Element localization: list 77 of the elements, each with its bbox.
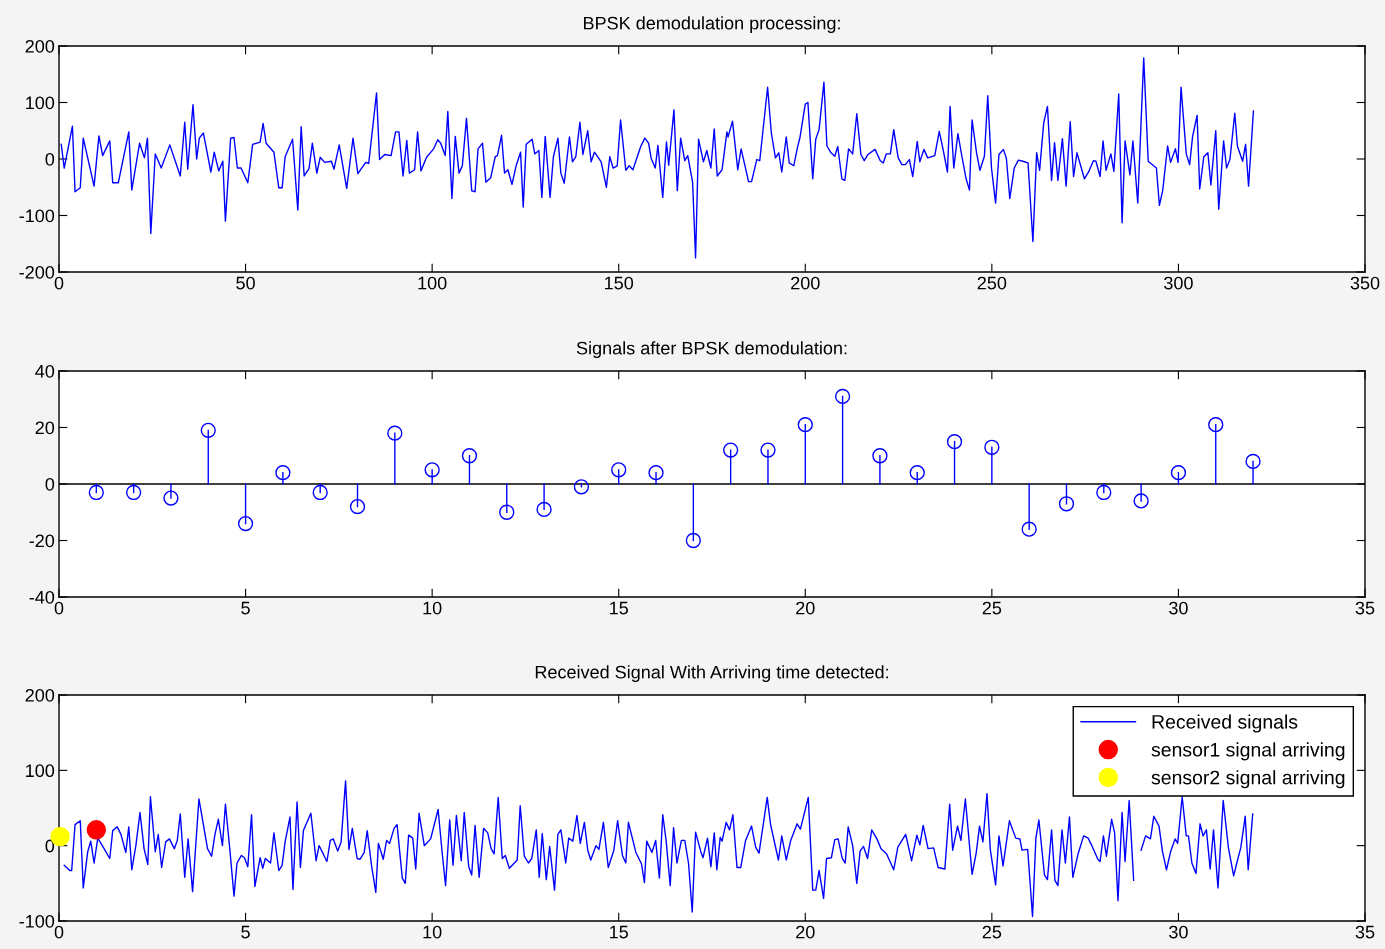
x-tick-label: 15	[610, 925, 628, 939]
x-tick-label: 25	[982, 601, 1002, 615]
y-tick-label: 0	[45, 152, 55, 166]
y-tick-label: 100	[26, 96, 55, 110]
point	[536, 501, 552, 518]
x-tick-label: 10	[423, 601, 442, 615]
chart-title: Signals after BPSK demodulation:	[576, 341, 847, 359]
point	[275, 465, 291, 481]
point	[797, 417, 813, 433]
y-tick-label: -100	[19, 914, 55, 928]
legend-label: sensor2 signal arriving	[1151, 770, 1345, 789]
point	[461, 448, 478, 464]
y-tick-label: 20	[35, 421, 55, 435]
legend-label: sensor1 signal arriving	[1151, 742, 1345, 761]
point	[312, 484, 328, 501]
y-tick-label: 200	[25, 688, 55, 702]
point	[648, 465, 664, 481]
y-tick-label: -200	[19, 265, 55, 279]
point	[909, 465, 925, 481]
x-tick-label: 350	[1350, 276, 1380, 290]
x-tick-label: 10	[423, 925, 442, 939]
x-tick-label: 250	[977, 276, 1007, 290]
x-tick-label: 5	[241, 601, 250, 615]
point	[237, 515, 254, 532]
x-tick-label: 50	[236, 276, 255, 290]
x-tick-label: 100	[418, 276, 447, 290]
x-tick-label: 35	[1355, 925, 1375, 939]
point	[872, 448, 888, 464]
x-tick-label: 0	[54, 276, 64, 290]
point	[1133, 493, 1149, 509]
point	[125, 484, 142, 501]
chart-title: Received Signal With Arriving time detected:	[535, 665, 888, 683]
legend-label: Received signals	[1152, 714, 1298, 733]
x-tick-label: 25	[982, 925, 1002, 939]
point	[499, 504, 515, 520]
chart-title: BPSK demodulation processing:	[584, 16, 840, 34]
x-tick-label: 150	[605, 276, 634, 290]
x-tick-label: 5	[241, 925, 250, 939]
x-tick-label: 15	[610, 601, 628, 615]
point	[1058, 496, 1075, 512]
point	[349, 498, 366, 515]
point	[834, 388, 851, 405]
x-tick-label: 0	[54, 601, 64, 615]
x-tick-label: 20	[796, 925, 815, 939]
y-tick-label: -20	[29, 534, 55, 548]
line-series	[60, 57, 1255, 259]
x-tick-label: 30	[1169, 925, 1188, 939]
x-tick-label: 35	[1355, 601, 1375, 615]
point	[424, 462, 440, 478]
x-tick-label: 300	[1164, 276, 1193, 290]
x-tick-label: 20	[796, 601, 815, 615]
y-tick-label: -100	[19, 209, 55, 223]
point	[1208, 417, 1224, 433]
x-tick-label: 0	[54, 925, 64, 939]
point	[88, 484, 104, 501]
y-tick-label: 40	[35, 364, 55, 378]
point	[1096, 484, 1112, 501]
point	[946, 433, 963, 450]
point	[984, 439, 1000, 455]
point	[685, 532, 701, 549]
point	[760, 442, 776, 458]
point	[1245, 453, 1261, 470]
point	[1021, 521, 1037, 537]
x-tick-label: 30	[1169, 601, 1188, 615]
point	[387, 425, 403, 441]
point	[163, 490, 179, 506]
point	[611, 462, 627, 478]
y-tick-label: 100	[26, 764, 55, 778]
y-tick-label: 0	[45, 477, 55, 491]
y-tick-label: -40	[29, 590, 55, 604]
point	[723, 442, 739, 458]
point	[573, 479, 590, 495]
y-tick-label: 0	[45, 839, 55, 853]
point	[1170, 465, 1187, 481]
x-tick-label: 200	[791, 276, 820, 290]
y-tick-label: 200	[25, 39, 55, 53]
point	[200, 422, 216, 438]
